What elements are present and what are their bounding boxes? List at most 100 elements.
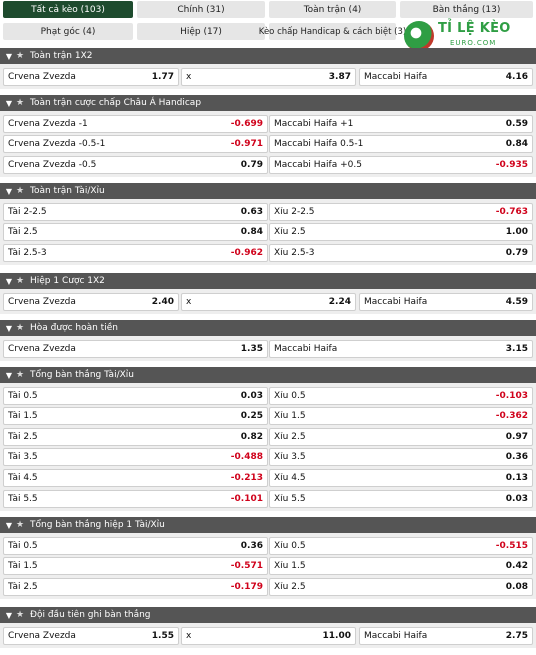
odds-cell[interactable]: Xỉu 0.5 -0.103	[269, 386, 533, 405]
star-icon[interactable]: ★	[15, 186, 25, 196]
odds-cell[interactable]: x 3.87	[181, 67, 356, 86]
odds-value: 1.55	[151, 630, 174, 641]
odds-value: -0.103	[495, 390, 528, 401]
chevron-down-icon[interactable]: ▼	[5, 98, 13, 108]
odds-value: -0.213	[230, 472, 263, 483]
odds-cell[interactable]: Tài 3.5 -0.488	[3, 448, 268, 467]
odds-cell[interactable]: Tài 2.5 -0.179	[3, 577, 268, 596]
chevron-down-icon[interactable]: ▼	[5, 276, 13, 286]
selection-label: Tài 5.5	[8, 493, 38, 504]
odds-cell[interactable]: Maccabi Haifa 4.16	[359, 67, 533, 86]
odds-cell[interactable]: Maccabi Haifa 0.5-1 0.84	[269, 135, 533, 154]
selection-label: x	[186, 71, 192, 82]
section-title: Tổng bàn thắng hiệp 1 Tài/Xỉu	[30, 520, 165, 530]
tab-full-match[interactable]: Toàn trận (4)	[269, 1, 396, 18]
selection-label: Xỉu 4.5	[274, 472, 306, 483]
odds-cell[interactable]: Tài 2.5 0.82	[3, 427, 268, 446]
odds-cell[interactable]: Tài 5.5 -0.101	[3, 489, 268, 508]
star-icon[interactable]: ★	[15, 98, 25, 108]
chevron-down-icon[interactable]: ▼	[5, 186, 13, 196]
tab-half[interactable]: Hiệp (17)	[137, 23, 265, 40]
chevron-down-icon[interactable]: ▼	[5, 370, 13, 380]
tab-all-markets[interactable]: Tất cả kèo (103)	[3, 1, 133, 18]
chevron-down-icon[interactable]: ▼	[5, 51, 13, 61]
tab-handicap[interactable]: Kèo chấp Handicap & cách biệt (3)	[259, 23, 406, 40]
odds-cell[interactable]: Tài 1.5 -0.571	[3, 557, 268, 576]
odds-cell[interactable]: Crvena Zvezda -1 -0.699	[3, 114, 268, 133]
odds-cell[interactable]: Crvena Zvezda 2.40	[3, 292, 179, 311]
section-header[interactable]: ▼ ★ Tổng bàn thắng hiệp 1 Tài/Xỉu	[0, 517, 536, 533]
star-icon[interactable]: ★	[15, 51, 25, 61]
odds-value: 2.40	[151, 296, 174, 307]
odds-value: 2.24	[328, 296, 351, 307]
odds-cell[interactable]: Tài 0.5 0.03	[3, 386, 268, 405]
star-icon[interactable]: ★	[15, 370, 25, 380]
odds-value: 0.36	[505, 452, 528, 463]
star-icon[interactable]: ★	[15, 323, 25, 333]
odds-cell[interactable]: Crvena Zvezda -0.5-1 -0.971	[3, 135, 268, 154]
odds-cell[interactable]: x 2.24	[181, 292, 356, 311]
odds-cell[interactable]: Tài 4.5 -0.213	[3, 468, 268, 487]
odds-cell[interactable]: Tài 2.5 0.84	[3, 223, 268, 242]
odds-cell[interactable]: Maccabi Haifa 2.75	[359, 626, 533, 645]
section-header[interactable]: ▼ ★ Tổng bàn thắng Tài/Xỉu	[0, 367, 536, 383]
odds-value: 1.00	[505, 227, 528, 238]
odds-cell[interactable]: Maccabi Haifa 3.15	[269, 339, 533, 358]
odds-cell[interactable]: Tài 2.5-3 -0.962	[3, 243, 268, 262]
section-header[interactable]: ▼ ★ Toàn trận cược chấp Châu Á Handicap	[0, 95, 536, 111]
selection-label: Tài 2-2.5	[8, 206, 47, 217]
odds-value: 1.77	[151, 71, 174, 82]
odds-cell[interactable]: x 11.00	[181, 626, 356, 645]
selection-label: Maccabi Haifa +0.5	[274, 159, 362, 170]
odds-value: -0.935	[495, 159, 528, 170]
odds-cell[interactable]: Xỉu 2-2.5 -0.763	[269, 202, 533, 221]
odds-cell[interactable]: Xỉu 2.5 1.00	[269, 223, 533, 242]
odds-value: -0.571	[230, 561, 263, 572]
star-icon[interactable]: ★	[15, 276, 25, 286]
odds-cell[interactable]: Xỉu 2.5 0.08	[269, 577, 533, 596]
star-icon[interactable]: ★	[15, 520, 25, 530]
odds-cell[interactable]: Crvena Zvezda 1.55	[3, 626, 179, 645]
section-header[interactable]: ▼ ★ Đội đầu tiên ghi bàn thắng	[0, 607, 536, 623]
star-icon[interactable]: ★	[15, 610, 25, 620]
odds-cell[interactable]: Maccabi Haifa +0.5 -0.935	[269, 155, 533, 174]
market-tabs: Tất cả kèo (103) Chính (31) Toàn trận (4…	[0, 0, 536, 42]
selection-label: Xỉu 2.5	[274, 431, 306, 442]
odds-cell[interactable]: Xỉu 2.5 0.97	[269, 427, 533, 446]
section-header[interactable]: ▼ ★ Hiệp 1 Cược 1X2	[0, 273, 536, 289]
chevron-down-icon[interactable]: ▼	[5, 323, 13, 333]
odds-cell[interactable]: Crvena Zvezda 1.77	[3, 67, 179, 86]
odds-cell[interactable]: Maccabi Haifa +1 0.59	[269, 114, 533, 133]
section-header[interactable]: ▼ ★ Toàn trận Tài/Xỉu	[0, 183, 536, 199]
odds-value: -0.179	[230, 581, 263, 592]
odds-cell[interactable]: Xỉu 5.5 0.03	[269, 489, 533, 508]
odds-cell[interactable]: Tài 2-2.5 0.63	[3, 202, 268, 221]
tab-goals[interactable]: Bàn thắng (13)	[400, 1, 533, 18]
section-header[interactable]: ▼ ★ Hòa được hoàn tiền	[0, 320, 536, 336]
site-logo[interactable]: TỈ LỆ KÈO EURO.COM	[402, 18, 526, 52]
tab-main[interactable]: Chính (31)	[137, 1, 265, 18]
chevron-down-icon[interactable]: ▼	[5, 520, 13, 530]
odds-value: -0.515	[495, 540, 528, 551]
odds-cell[interactable]: Xỉu 4.5 0.13	[269, 468, 533, 487]
odds-cell[interactable]: Tài 1.5 0.25	[3, 407, 268, 426]
chevron-down-icon[interactable]: ▼	[5, 610, 13, 620]
odds-value: 0.13	[505, 472, 528, 483]
selection-label: Crvena Zvezda -1	[8, 118, 88, 129]
tab-corners[interactable]: Phạt góc (4)	[3, 23, 133, 40]
selection-label: Xỉu 2.5	[274, 581, 306, 592]
odds-cell[interactable]: Crvena Zvezda 1.35	[3, 339, 268, 358]
odds-cell[interactable]: Xỉu 1.5 -0.362	[269, 407, 533, 426]
odds-cell[interactable]: Xỉu 3.5 0.36	[269, 448, 533, 467]
odds-cell[interactable]: Maccabi Haifa 4.59	[359, 292, 533, 311]
odds-cell[interactable]: Xỉu 2.5-3 0.79	[269, 243, 533, 262]
odds-cell[interactable]: Xỉu 1.5 0.42	[269, 557, 533, 576]
selection-label: Xỉu 2.5	[274, 227, 306, 238]
selection-label: Xỉu 2-2.5	[274, 206, 315, 217]
odds-value: -0.971	[230, 139, 263, 150]
odds-cell[interactable]: Crvena Zvezda -0.5 0.79	[3, 155, 268, 174]
section-header[interactable]: ▼ ★ Toàn trận 1X2	[0, 48, 536, 64]
odds-cell[interactable]: Tài 0.5 0.36	[3, 536, 268, 555]
odds-value: -0.101	[230, 493, 263, 504]
odds-cell[interactable]: Xỉu 0.5 -0.515	[269, 536, 533, 555]
